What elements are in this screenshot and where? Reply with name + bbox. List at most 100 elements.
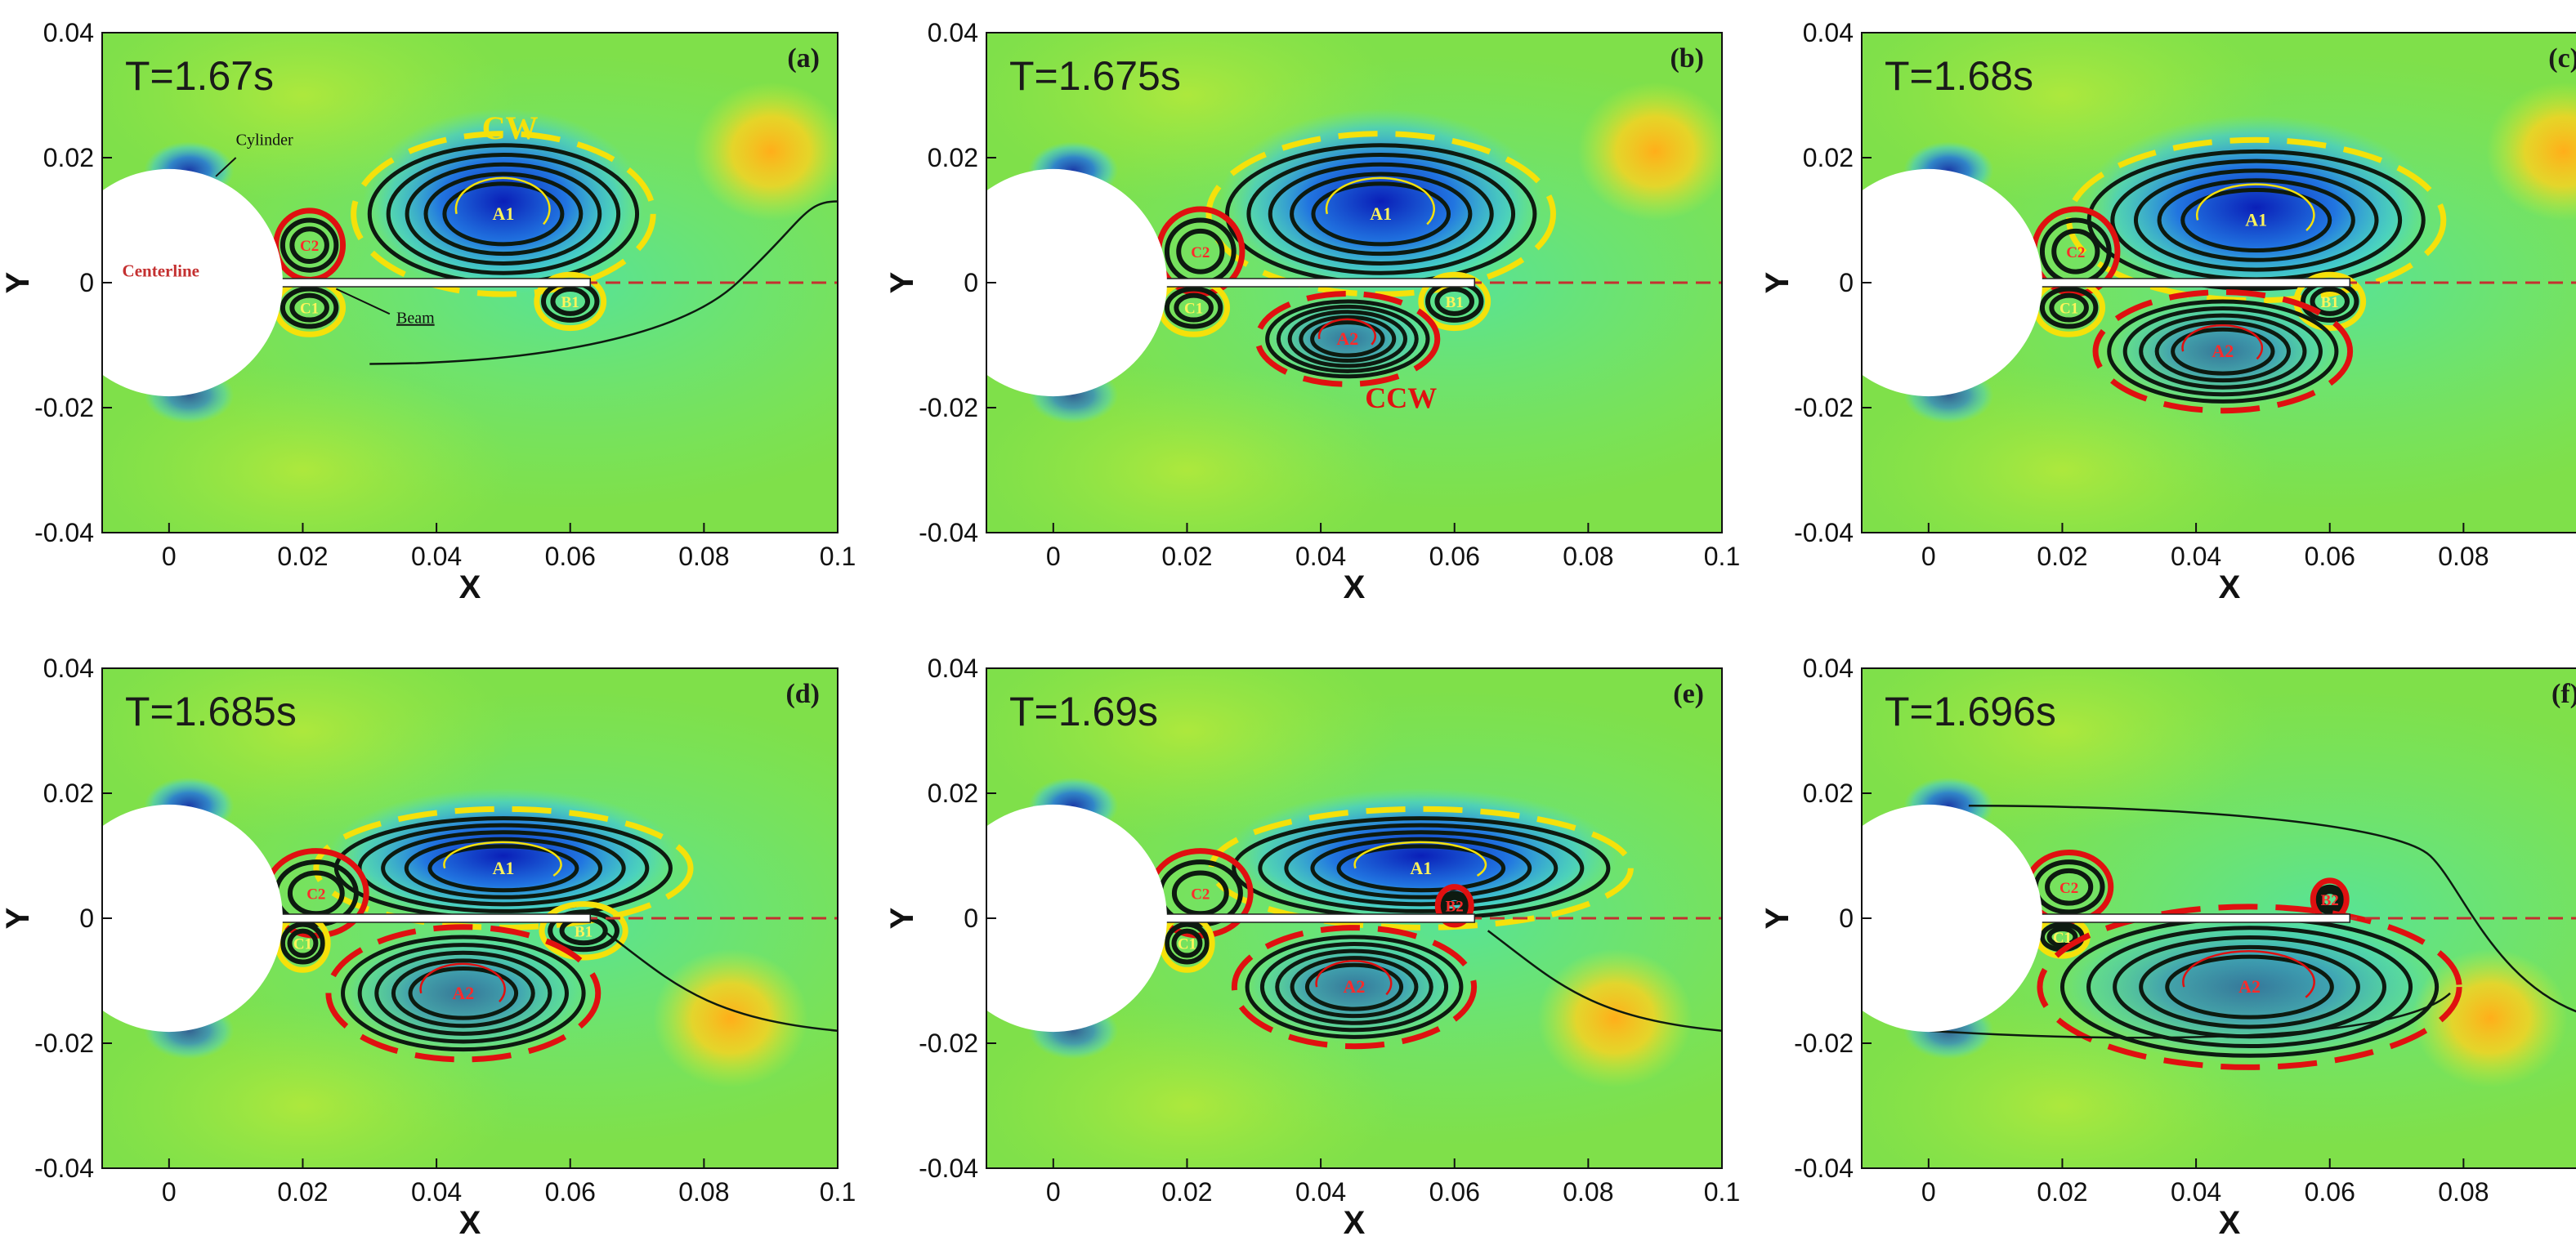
panel-b: A1 C2 C1 B1 A2 CCW T=1.675s (b) 0 0.02 0.04 0.06 0.0… bbox=[884, 18, 1740, 605]
vortex-boundary bbox=[1434, 884, 1474, 928]
streamline bbox=[2171, 327, 2275, 376]
y-tick-label: -0.02 bbox=[34, 1029, 94, 1058]
x-tick-label: 0 bbox=[162, 1177, 177, 1207]
streamline bbox=[1928, 992, 2451, 1039]
x-tick-label: 0.02 bbox=[2037, 542, 2087, 571]
vortex-b1: B1 bbox=[534, 271, 607, 332]
x-axis-label: X bbox=[459, 569, 481, 605]
y-tick-label: 0.02 bbox=[1803, 779, 1854, 808]
x-tick-label: 0.08 bbox=[2438, 542, 2489, 571]
panel-e: A1 C2 C1 B2 A2 T=1.69s (e) 0 0.02 0.04 0.06 0.08 0.1… bbox=[884, 654, 1740, 1241]
x-axis-label: X bbox=[2219, 1205, 2241, 1241]
vortex-a2: A2 bbox=[1254, 290, 1441, 387]
streamline bbox=[442, 181, 565, 247]
panel-f: C2C1B2A2T=1.696s(f)00.020.040.060.080.10… bbox=[1760, 654, 2576, 1241]
y-tick-label: 0.04 bbox=[928, 654, 978, 683]
x-tick-label: 0.1 bbox=[1704, 542, 1740, 571]
rotation-arc bbox=[443, 841, 562, 877]
cylinder bbox=[986, 804, 1167, 1033]
field-high-pressure bbox=[2413, 948, 2569, 1088]
streamline bbox=[289, 292, 329, 323]
beam bbox=[1152, 913, 1476, 923]
x-tick-label: 0.02 bbox=[277, 1177, 328, 1207]
x-tick-label: 0.08 bbox=[1563, 1177, 1613, 1207]
vortex-a2: A2 bbox=[325, 924, 602, 1063]
vortex-boundary bbox=[1254, 290, 1441, 387]
x-tick-label: 0.1 bbox=[1704, 1177, 1740, 1207]
streamline bbox=[602, 930, 838, 1032]
vortex-a2: A2 bbox=[2092, 289, 2354, 414]
streamline bbox=[357, 943, 569, 1044]
x-axis-label: X bbox=[1344, 569, 1366, 605]
vortex-boundary bbox=[534, 271, 607, 332]
vortex-label: A2 bbox=[1344, 976, 1366, 997]
panel-label: (c) bbox=[2548, 43, 2576, 74]
x-tick-label: 0.08 bbox=[2438, 1177, 2489, 1207]
field-high-pressure bbox=[2486, 82, 2576, 221]
cylinder bbox=[102, 168, 283, 397]
centerline-label: Centerline bbox=[123, 261, 199, 280]
field-low-pressure bbox=[1241, 931, 1467, 1042]
streamline bbox=[1311, 181, 1451, 247]
vortex-label: A1 bbox=[2245, 210, 2267, 230]
streamline bbox=[1276, 304, 1419, 373]
y-tick-label: -0.02 bbox=[1794, 1029, 1854, 1058]
plot-area: A1 C2 C1 B1 bbox=[102, 33, 838, 533]
field-high-pressure bbox=[1537, 948, 1693, 1088]
rotation-arc bbox=[2182, 949, 2315, 998]
x-tick-label: 0.08 bbox=[678, 542, 729, 571]
y-tick-label: -0.04 bbox=[1794, 518, 1854, 547]
cylinder bbox=[102, 804, 283, 1033]
rotation-arc bbox=[1325, 176, 1435, 225]
field-low-pressure bbox=[1224, 788, 1618, 924]
time-label: T=1.675s bbox=[1009, 53, 1181, 99]
field-low-pressure bbox=[2103, 296, 2342, 407]
streamline bbox=[2049, 292, 2089, 323]
streamline bbox=[1304, 962, 1404, 1011]
streamline bbox=[289, 226, 329, 264]
vortex-boundary bbox=[1231, 925, 1478, 1050]
y-tick-label: 0.04 bbox=[43, 18, 94, 47]
vortex-label: C1 bbox=[293, 936, 312, 953]
rotation-arc bbox=[2181, 324, 2264, 360]
streamline bbox=[405, 162, 602, 266]
y-tick-label: 0.02 bbox=[928, 143, 978, 172]
y-tick-label: 0 bbox=[1839, 268, 1854, 297]
streamline bbox=[1176, 228, 1225, 274]
beam bbox=[268, 913, 592, 923]
y-tick-label: 0.04 bbox=[43, 654, 94, 683]
cylinder-label: Cylinder bbox=[236, 132, 293, 149]
beam-label: Beam bbox=[396, 310, 435, 328]
streamline bbox=[2046, 926, 2078, 948]
field-low-pressure bbox=[1219, 108, 1543, 295]
field-low-pressure bbox=[337, 931, 590, 1055]
time-label: T=1.69s bbox=[1009, 689, 1158, 734]
x-tick-label: 0.04 bbox=[1295, 542, 1346, 571]
vortex-label: A2 bbox=[2212, 341, 2234, 361]
streamline bbox=[2133, 168, 2379, 272]
rotation-arc bbox=[1353, 841, 1487, 877]
streamline bbox=[1336, 844, 1506, 893]
streamline bbox=[408, 966, 519, 1020]
beam bbox=[2028, 278, 2351, 288]
vortex-label: C1 bbox=[300, 301, 319, 318]
streamline bbox=[280, 286, 339, 329]
y-tick-label: -0.02 bbox=[1794, 393, 1854, 422]
field-low-pressure bbox=[2053, 911, 2447, 1063]
vortex-label: C1 bbox=[2053, 930, 2072, 947]
y-tick-label: -0.02 bbox=[919, 393, 978, 422]
x-tick-label: 0 bbox=[1921, 542, 1936, 571]
y-tick-label: 0.02 bbox=[43, 143, 94, 172]
rotation-annotation: CCW bbox=[1365, 382, 1437, 414]
rotation-annotation: CW bbox=[482, 109, 539, 146]
streamline bbox=[2310, 287, 2350, 316]
vortex-a1: A1 bbox=[351, 131, 656, 297]
time-label: T=1.685s bbox=[125, 689, 297, 734]
streamline bbox=[2165, 954, 2334, 1020]
plot-area: A1 C2 C1 B1 A2 bbox=[1862, 33, 2576, 533]
streamline bbox=[287, 928, 319, 958]
plot-area: A1 C2 C1 B2 A2 bbox=[986, 668, 1722, 1168]
streamline bbox=[381, 830, 626, 907]
streamline bbox=[423, 172, 584, 257]
